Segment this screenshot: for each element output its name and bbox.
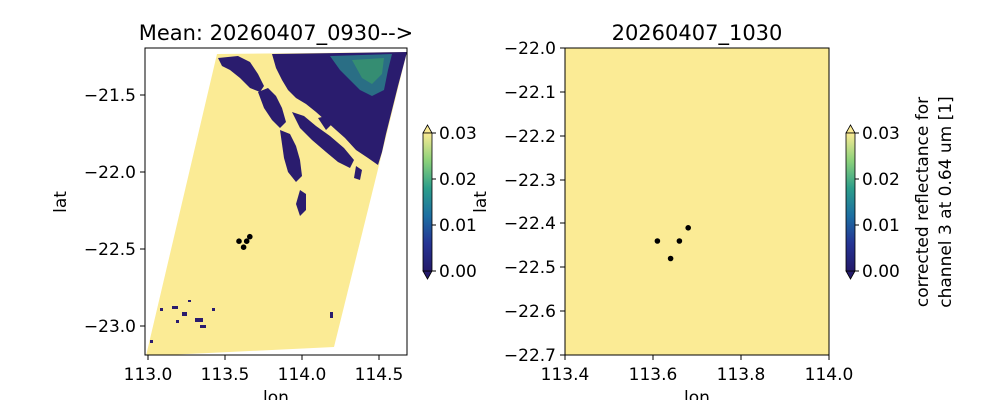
right-cbtick-1: 0.01 [862,216,900,236]
left-cbtick-2: 0.02 [439,170,477,190]
right-colorbar: 0.03 0.02 0.01 0.00 corrected reflectanc… [845,96,956,308]
left-y-ticks: −21.5 −22.0 −22.5 −23.0 [84,86,145,337]
right-point-1 [667,255,674,262]
left-xtick-3: 114.5 [355,365,404,385]
right-x-ticks: 113.4 113.6 113.8 114.0 [541,355,854,385]
right-ytick-4: −22.4 [504,214,556,234]
left-cloud-patch-6 [296,190,306,216]
right-colorbar-label-1: corrected reflectance for [913,97,933,307]
right-xlabel: lon [684,388,710,400]
left-speckles [150,300,333,343]
left-cbtick-1: 0.01 [439,216,477,236]
left-panel: Mean: 20260407_0930--> [51,21,477,400]
left-dots [236,233,253,250]
right-point-0 [654,238,661,244]
left-point-3 [247,233,253,240]
left-xlabel: lon [263,388,289,400]
left-xtick-1: 113.5 [201,365,250,385]
left-ytick-0: −21.5 [84,86,136,106]
right-title: 20260407_1030 [612,21,783,46]
left-cbtick-3: 0.03 [439,124,477,144]
right-cbtick-3: 0.03 [862,124,900,144]
left-point-2 [243,238,250,244]
right-y-ticks: −22.0 −22.1 −22.2 −22.3 −22.4 −22.5 −22.… [504,39,565,366]
left-point-1 [240,244,247,250]
left-cbtick-0: 0.00 [439,262,477,282]
right-ytick-3: −22.3 [504,171,556,191]
right-ylabel: lat [471,191,491,213]
right-axes-frame [564,47,830,356]
left-ytick-2: −22.5 [84,240,136,260]
right-dots [654,225,691,262]
left-cloud-patch-1 [218,56,264,92]
right-point-2 [676,238,683,244]
left-point-0 [236,238,242,244]
left-ylabel: lat [51,191,71,213]
right-cbtick-2: 0.02 [862,170,900,190]
left-ytick-3: −23.0 [84,317,136,337]
right-xtick-0: 113.4 [541,365,590,385]
left-cloud-patch-2 [258,88,286,128]
left-cloud-patch-4 [280,130,302,182]
left-cloud-patch-7 [318,116,332,130]
right-panel: 20260407_1030 113.4 113.6 113.8 114.0 lo… [471,21,956,400]
left-cloud-patch-5 [354,166,362,180]
left-axes-frame [144,47,408,356]
right-colorbar-extend-top [845,124,856,134]
left-x-ticks: 113.0 113.5 114.0 114.5 [124,355,404,385]
left-colorbar: 0.03 0.02 0.01 0.00 [422,124,477,282]
left-cloud-fringe-2 [352,58,384,84]
left-xtick-0: 113.0 [124,365,173,385]
right-ytick-5: −22.5 [504,258,556,278]
right-ytick-2: −22.2 [504,127,556,147]
left-colorbar-extend-bottom [422,270,433,280]
left-colorbar-bar [422,132,433,272]
left-plot-area [146,52,407,355]
left-title: Mean: 20260407_0930--> [139,21,414,46]
right-colorbar-bar [845,132,856,272]
left-xtick-2: 114.0 [278,365,327,385]
left-ytick-1: −22.0 [84,163,136,183]
right-xtick-3: 114.0 [805,365,854,385]
right-ytick-1: −22.1 [504,83,556,103]
right-cbtick-0: 0.00 [862,262,900,282]
right-point-3 [685,225,691,231]
right-plot-field [565,48,829,355]
right-ytick-7: −22.7 [504,346,556,366]
left-cloud-patch-3 [292,112,354,168]
right-ytick-0: −22.0 [504,39,556,59]
right-colorbar-label-2: channel 3 at 0.64 um [1] [936,96,956,307]
right-ytick-6: −22.6 [504,302,556,322]
right-xtick-2: 113.8 [717,365,766,385]
right-xtick-1: 113.6 [629,365,678,385]
left-colorbar-extend-top [422,124,433,134]
right-colorbar-extend-bottom [845,270,856,280]
